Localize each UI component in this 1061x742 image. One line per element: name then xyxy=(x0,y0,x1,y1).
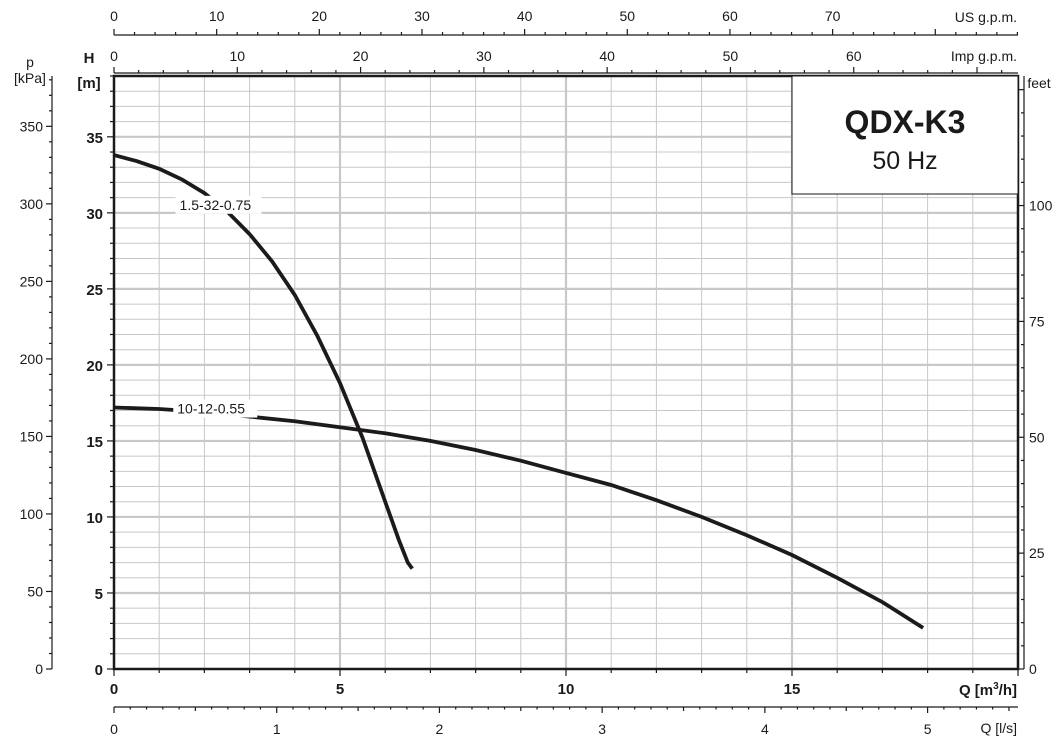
top-axis-2-label: Imp g.p.m. xyxy=(951,48,1017,64)
left-axis-tick-label: 150 xyxy=(20,428,44,444)
series-label-0: 1.5-32-0.75 xyxy=(180,197,252,213)
series-label-bg-0 xyxy=(175,195,262,214)
top-axis-2-tick-label: 20 xyxy=(353,48,369,64)
right-axis-tick-label: 75 xyxy=(1029,313,1045,329)
x-tick-label: 5 xyxy=(336,681,344,698)
right-axis-label: feet xyxy=(1027,75,1050,91)
x-axis-label: Q [m3/h] xyxy=(959,681,1017,699)
left-axis-tick-label: 0 xyxy=(35,661,43,677)
series-label-1: 10-12-0.55 xyxy=(177,401,245,417)
chart-subtitle: 50 Hz xyxy=(872,147,937,175)
right-axis-tick-label: 0 xyxy=(1029,661,1037,677)
y-tick-label: 0 xyxy=(95,662,103,679)
y-tick-label: 5 xyxy=(95,586,103,603)
left-axis-unit: [kPa] xyxy=(14,70,46,86)
bottom-axis-2-tick-label: 2 xyxy=(436,721,444,737)
y-tick-label: 20 xyxy=(86,358,103,375)
right-axis-tick-label: 50 xyxy=(1029,429,1045,445)
top-axis-1-label: US g.p.m. xyxy=(955,9,1017,25)
left-axis-tick-label: 250 xyxy=(20,273,44,289)
top-axis-1-tick-label: 70 xyxy=(825,8,841,24)
top-axis-1-tick-label: 0 xyxy=(110,8,118,24)
x-axis-label-base: Q [m xyxy=(959,682,993,699)
y-tick-label: 30 xyxy=(86,206,103,223)
bottom-axis-2-tick-label: 4 xyxy=(761,721,769,737)
left-axis-tick-label: 350 xyxy=(20,118,44,134)
bottom-axis-2-label: Q [l/s] xyxy=(980,720,1017,736)
top-axis-2-tick-label: 30 xyxy=(476,48,492,64)
top-axis-1-tick-label: 60 xyxy=(722,8,738,24)
top-axis-2-tick-label: 50 xyxy=(723,48,739,64)
bottom-axis-2-tick-label: 5 xyxy=(924,721,932,737)
x-axis-label-end: /h] xyxy=(999,682,1017,699)
right-axis-tick-label: 100 xyxy=(1029,198,1053,214)
top-axis-1-tick-label: 10 xyxy=(209,8,225,24)
left-axis-tick-label: 300 xyxy=(20,196,44,212)
top-axis-2-tick-label: 10 xyxy=(229,48,245,64)
grid xyxy=(114,76,1018,669)
left-axis-tick-label: 100 xyxy=(20,506,44,522)
series-line-0 xyxy=(113,153,414,570)
curves: 1.5-32-0.75 10-12-0.55 xyxy=(113,153,925,630)
bottom-axis-2-tick-label: 0 xyxy=(110,721,118,737)
right-axis-tick-label: 25 xyxy=(1029,545,1045,561)
y-tick-label: 35 xyxy=(86,130,103,147)
top-axis-2-tick-label: 60 xyxy=(846,48,862,64)
bottom-axis-2-tick-label: 1 xyxy=(273,721,281,737)
y-axis-unit: [m] xyxy=(77,75,100,92)
title-box xyxy=(791,75,1019,195)
x-tick-label: 15 xyxy=(784,681,801,698)
top-axis-1-tick-label: 30 xyxy=(414,8,430,24)
top-axis-1-tick-label: 50 xyxy=(620,8,636,24)
y-tick-label: 25 xyxy=(86,282,103,299)
top-axis-1-tick-label: 40 xyxy=(517,8,533,24)
x-tick-label: 0 xyxy=(110,681,118,698)
top-axis-2-tick-label: 0 xyxy=(110,48,118,64)
series-label-bg-1 xyxy=(173,399,258,418)
bottom-axis-2-tick-label: 3 xyxy=(598,721,606,737)
y-tick-label: 15 xyxy=(86,434,103,451)
y-axis-label: H xyxy=(84,50,95,67)
x-tick-label: 10 xyxy=(558,681,575,698)
axes xyxy=(46,29,1025,713)
left-axis-tick-label: 50 xyxy=(27,583,43,599)
chart-title: QDX-K3 xyxy=(845,104,966,140)
left-axis-tick-label: 200 xyxy=(20,351,44,367)
x-axis-label-sup: 3 xyxy=(993,681,999,692)
y-tick-label: 10 xyxy=(86,510,103,527)
top-axis-2-tick-label: 40 xyxy=(599,48,615,64)
top-axis-1-tick-label: 20 xyxy=(312,8,328,24)
left-axis-label: p xyxy=(26,54,34,70)
